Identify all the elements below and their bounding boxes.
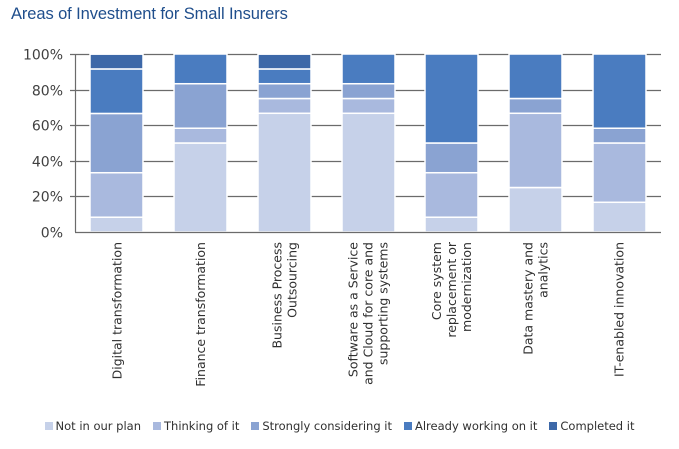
bar-segment: [508, 186, 563, 233]
x-category-labels: Digital transformation Finance transforma…: [109, 241, 626, 387]
legend-swatch: [404, 422, 412, 430]
y-tick-label: 100%: [23, 48, 63, 64]
bar-segment: [508, 97, 563, 115]
y-tick-label: 60%: [32, 119, 63, 135]
legend: Not in our plan Thinking of it Strongly co…: [0, 417, 679, 435]
bar-segment: [89, 171, 144, 218]
chart-title: Areas of Investment for Small Insurers: [11, 5, 288, 23]
bar-segment: [257, 112, 312, 233]
legend-swatch: [251, 422, 260, 430]
y-tick-label: 40%: [32, 155, 63, 171]
bar-segment: [173, 127, 228, 144]
bar-segment: [592, 53, 647, 129]
x-category-label-line: Business Process: [269, 242, 284, 349]
bar-segment: [341, 53, 396, 85]
y-tick-label: 20%: [32, 190, 63, 206]
legend-swatch: [549, 422, 558, 430]
legend-label: Strongly considering it: [262, 419, 392, 433]
x-category-label-line: Core system: [429, 242, 444, 320]
bar-segment: [173, 82, 228, 129]
legend-item: Already working on it: [404, 419, 537, 433]
legend-label: Already working on it: [415, 419, 538, 433]
x-category-label-line: Outsourcing: [284, 242, 299, 318]
legend-label: Not in our plan: [55, 419, 141, 433]
bar-segment: [341, 97, 396, 115]
x-category-label-line: IT-enabled innovation: [612, 242, 627, 377]
bar-segment: [424, 216, 479, 233]
legend-label: Thinking of it: [164, 419, 240, 433]
bar-segment: [592, 142, 647, 204]
axes: [74, 54, 661, 234]
x-category-label: Business Process Outsourcing: [269, 242, 299, 349]
x-category-label: Core system replacement or modernization: [429, 241, 474, 337]
x-category-label: Data mastery and analytics: [520, 242, 550, 355]
bar-segment: [257, 68, 312, 85]
legend-label: Completed it: [560, 419, 635, 433]
x-category-label: Software as a Service and Cloud for core …: [346, 242, 391, 385]
bar-segment: [257, 53, 312, 70]
bar-segment: [89, 216, 144, 233]
bar-segment: [173, 142, 228, 233]
bar-segment: [592, 201, 647, 233]
legend-item: Completed it: [549, 419, 634, 433]
bar-segment: [89, 53, 144, 70]
bar-segment: [424, 142, 479, 174]
x-category-label-line: Digital transformation: [109, 242, 124, 379]
bar-segment: [173, 53, 228, 85]
legend-swatch: [153, 422, 161, 430]
x-category-label-line: Data mastery and: [520, 242, 535, 355]
legend-item: Thinking of it: [153, 419, 239, 433]
x-category-label-line: supporting systems: [376, 242, 391, 365]
x-category-label: Finance transformation: [193, 242, 208, 387]
x-category-label-line: analytics: [535, 242, 550, 298]
x-category-label-line: modernization: [459, 242, 474, 332]
bar-segment: [341, 112, 396, 233]
bar-segment: [508, 53, 563, 100]
bar-segment: [89, 68, 144, 115]
x-category-label: IT-enabled innovation: [612, 242, 627, 377]
legend-swatch: [44, 422, 53, 430]
bar-segment: [424, 53, 479, 144]
x-category-label-line: Finance transformation: [193, 242, 208, 387]
legend-item: Strongly considering it: [251, 419, 392, 433]
y-tick-label: 0%: [41, 226, 63, 242]
bar-segment: [257, 82, 312, 100]
x-category-label-line: Software as a Service: [346, 242, 361, 377]
bar-segment: [89, 112, 144, 174]
y-tick-label: 80%: [32, 84, 63, 100]
bars: [89, 53, 647, 233]
bar-segment: [424, 171, 479, 218]
bar-segment: [341, 82, 396, 100]
x-category-label-line: and Cloud for core and: [361, 242, 376, 385]
y-tick-labels: 0% 20% 40% 60% 80% 100%: [23, 48, 63, 242]
bar-segment: [508, 112, 563, 189]
x-category-label: Digital transformation: [109, 242, 124, 379]
legend-item: Not in our plan: [44, 419, 141, 433]
bar-segment: [592, 127, 647, 144]
x-category-label-line: replacement or: [444, 241, 459, 337]
bar-segment: [257, 97, 312, 115]
